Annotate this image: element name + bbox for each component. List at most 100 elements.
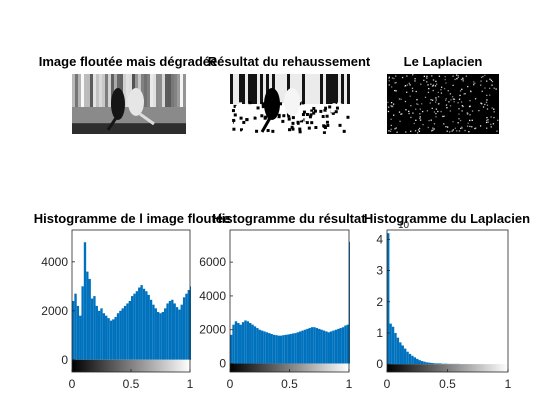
histogram-bar [270, 333, 273, 364]
image-edge-pixel [458, 108, 460, 110]
histogram-bar [294, 333, 297, 364]
image-edge-pixel [482, 106, 485, 108]
image-edge-pixel [432, 127, 434, 129]
image-edge-pixel [411, 87, 414, 90]
image-edge-pixel [432, 129, 435, 131]
image-edge-pixel [421, 103, 423, 105]
image-speckle [251, 104, 255, 108]
image-speckle [245, 110, 249, 114]
image-edge-pixel [395, 81, 397, 84]
histogram-bar [291, 333, 295, 364]
image-speckle [313, 109, 317, 113]
image-edge-pixel [395, 75, 397, 77]
image-edge-pixel [486, 119, 488, 122]
image-edge-pixel [444, 78, 446, 81]
image-speckle [334, 119, 338, 123]
image-edge-pixel [484, 103, 486, 106]
image-edge-pixel [398, 98, 401, 100]
image-speckle [326, 123, 330, 127]
image-stripe [180, 74, 183, 107]
y-tick-label: 2 [376, 295, 383, 309]
image-edge-pixel [460, 101, 463, 103]
image-edge-pixel [464, 129, 466, 132]
image-speckle [328, 105, 332, 109]
dancer-leg [260, 117, 272, 133]
y-tick-label: 4000 [199, 289, 226, 303]
image-speckle [319, 109, 323, 113]
histogram-bar [232, 324, 235, 364]
image-stripe [233, 74, 236, 104]
image-edge-pixel [442, 115, 444, 118]
image-edge-pixel [461, 104, 464, 107]
image-stripe [165, 74, 168, 107]
histogram-bar [413, 357, 417, 365]
image-edge-pixel [493, 108, 495, 110]
image-edge-pixel [474, 98, 477, 100]
image-title-blurred: Image floutée mais dégradée [39, 54, 217, 69]
image-edge-pixel [458, 130, 461, 132]
image-edge-pixel [430, 83, 432, 85]
image-edge-pixel [401, 76, 404, 79]
y-tick-label: 6000 [199, 255, 226, 269]
image-stripe [141, 74, 144, 107]
image-stripe [90, 74, 93, 107]
histogram-bar [168, 301, 172, 360]
image-speckle [305, 117, 309, 121]
x-tick-label: 1 [505, 377, 512, 391]
histogram-bar [306, 328, 309, 364]
image-stripe [320, 74, 323, 104]
image-speckle [233, 104, 237, 108]
image-speckle [310, 109, 314, 113]
image-edge-pixel [458, 118, 460, 120]
image-edge-pixel [464, 93, 466, 95]
image-edge-pixel [460, 127, 462, 130]
image-edge-pixel [473, 83, 475, 85]
image-stripe [236, 74, 239, 104]
image-speckle [235, 105, 239, 109]
image-edge-pixel [486, 99, 488, 101]
image-edge-pixel [493, 87, 495, 89]
histogram-laplacian: 0 1 2 3 4 0 0.5 1 [376, 229, 512, 391]
histogram-bar [138, 287, 141, 360]
image-edge-pixel [405, 131, 407, 133]
image-edge-pixel [480, 76, 483, 79]
image-stripe [108, 74, 111, 107]
histogram-bar [416, 358, 419, 365]
image-edge-pixel [478, 109, 480, 112]
image-speckle [307, 126, 311, 130]
histogram-bar [349, 241, 350, 364]
image-edge-pixel [394, 82, 396, 84]
histogram-bar [105, 315, 108, 360]
image-edge-pixel [426, 77, 428, 79]
blurred-image [72, 74, 186, 134]
image-speckle [325, 114, 329, 118]
image-stripe [168, 74, 171, 107]
histogram-bar [182, 297, 186, 360]
histogram-bar [346, 324, 349, 364]
y-tick-label: 4000 [41, 255, 68, 269]
histogram-bar [301, 330, 304, 364]
image-speckle [287, 117, 291, 121]
histogram-bar [152, 304, 155, 360]
histogram-bar [327, 332, 330, 364]
image-edge-pixel [390, 118, 392, 120]
histogram-bar [180, 304, 183, 360]
image-edge-pixel [459, 119, 462, 122]
image-edge-pixel [433, 128, 435, 130]
image-edge-pixel [408, 112, 410, 115]
image-stripe [284, 74, 287, 104]
image-edge-pixel [426, 110, 429, 112]
histogram-bar [332, 330, 335, 364]
image-speckle [326, 117, 330, 121]
image-edge-pixel [394, 128, 396, 130]
image-edge-pixel [452, 84, 454, 87]
image-stripe [323, 74, 326, 104]
image-edge-pixel [446, 126, 449, 128]
image-edge-pixel [388, 130, 390, 132]
image-stripe [174, 74, 177, 107]
image-edge-pixel [486, 104, 489, 106]
image-edge-pixel [393, 77, 395, 80]
histogram-bar [90, 298, 94, 360]
image-edge-pixel [471, 110, 474, 112]
image-edge-pixel [431, 75, 433, 77]
